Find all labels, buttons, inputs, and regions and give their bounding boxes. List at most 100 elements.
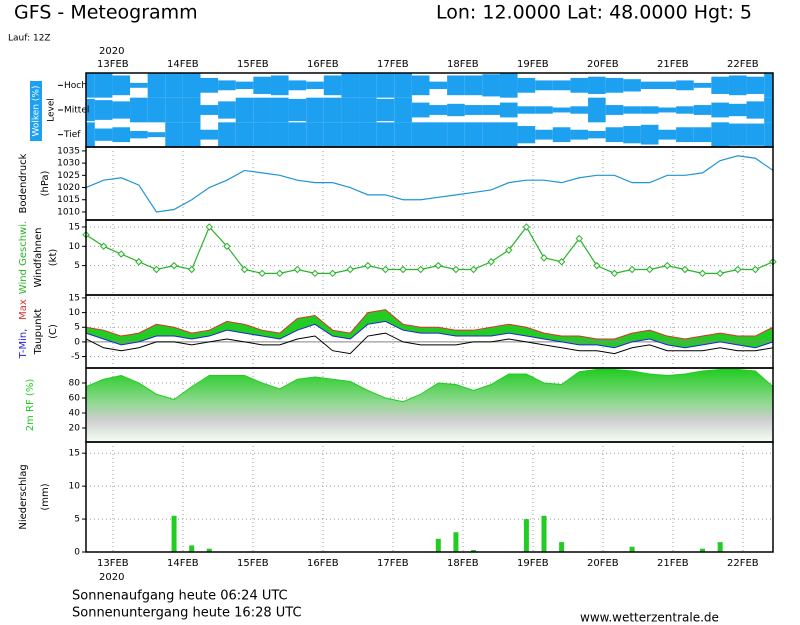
cloud-cell xyxy=(165,73,183,98)
location: Lon: 12.0000 Lat: 48.0000 Hgt: 5 xyxy=(436,2,752,24)
cloud-cell xyxy=(693,82,712,88)
cloud-cell xyxy=(218,122,236,147)
cloud-cell xyxy=(376,73,395,98)
marker xyxy=(593,261,601,270)
marker xyxy=(663,261,672,270)
marker xyxy=(258,269,266,278)
panel xyxy=(85,368,774,443)
date-label-bottom: 20FEB xyxy=(587,558,619,569)
bar xyxy=(435,538,441,552)
cloud-cell xyxy=(658,129,677,140)
y-tick-label: 0 xyxy=(74,337,80,347)
date-label-top: 17FEB xyxy=(377,59,409,70)
bar xyxy=(453,532,459,552)
cloud-cell xyxy=(86,122,95,147)
level-axis-label: Level xyxy=(47,98,57,122)
cloud-cell xyxy=(552,80,571,91)
y-tick-label: 1010 xyxy=(57,207,80,217)
date-label-top: 20FEB xyxy=(587,59,619,70)
cloud-cell xyxy=(323,97,342,123)
cloud-cell xyxy=(112,75,131,96)
marker xyxy=(540,254,548,262)
cloud-cell xyxy=(658,107,677,113)
bar xyxy=(523,519,529,552)
line xyxy=(85,225,774,274)
cloud-cell xyxy=(288,122,307,147)
panel xyxy=(82,220,777,295)
marker xyxy=(240,265,249,274)
marker xyxy=(610,269,619,278)
cloud-cell xyxy=(676,80,694,91)
cloud-cell xyxy=(535,106,553,114)
cloud-cell xyxy=(411,75,430,96)
cloud-cell xyxy=(658,81,677,90)
date-label-top: 14FEB xyxy=(167,59,199,70)
cloud-cell xyxy=(552,127,571,143)
cloud-cell xyxy=(86,73,95,98)
cloud-cell xyxy=(394,73,412,98)
marker xyxy=(716,269,724,278)
cloud-cell xyxy=(447,75,465,96)
marker xyxy=(575,234,583,243)
cloud-cell xyxy=(341,122,360,147)
cloud-cell xyxy=(200,129,219,140)
cloud-cell xyxy=(429,81,448,90)
bar xyxy=(629,546,635,552)
y-tick-label: 60 xyxy=(69,393,81,403)
cloud-cell xyxy=(376,122,395,147)
line xyxy=(85,155,774,213)
marker xyxy=(557,258,566,266)
y-tick-label: -5 xyxy=(71,352,80,362)
bar xyxy=(717,542,723,552)
cloud-cell xyxy=(411,122,430,147)
temp-line xyxy=(85,309,774,340)
date-label-top: 13FEB xyxy=(97,59,129,70)
y-tick-label: 5 xyxy=(74,515,80,525)
cloud-cell xyxy=(746,101,765,119)
marker xyxy=(152,265,161,274)
area xyxy=(85,368,774,443)
marker xyxy=(99,242,108,250)
marker xyxy=(698,269,707,278)
marker xyxy=(170,261,178,270)
cloud-cell xyxy=(112,101,131,119)
unit-label: (kt) xyxy=(48,249,59,267)
bar xyxy=(206,548,212,552)
date-label-bottom: 13FEB xyxy=(97,558,129,569)
panel xyxy=(86,442,773,553)
cloud-label: Wolken (%) xyxy=(32,86,42,137)
y-tick-label: 15 xyxy=(69,293,80,303)
cloud-cell xyxy=(429,122,448,147)
bar xyxy=(541,515,547,552)
cloud-cell xyxy=(464,75,483,96)
year-bottom: 2020 xyxy=(99,572,124,583)
date-label-top: 19FEB xyxy=(517,59,549,70)
marker xyxy=(205,223,214,231)
date-label-top: 21FEB xyxy=(657,59,689,70)
cloud-cell xyxy=(605,77,624,93)
unit-label: (C) xyxy=(48,324,59,339)
cloud-cell xyxy=(464,122,483,147)
cloud-cell xyxy=(570,129,589,140)
cloud-label-box xyxy=(30,81,42,141)
cloud-cell xyxy=(676,106,694,114)
temp-band xyxy=(86,309,773,348)
sunrise: Sonnenaufgang heute 06:24 UTC xyxy=(72,589,288,604)
temp-label: T-Min, xyxy=(18,329,29,360)
cloud-cell xyxy=(218,101,236,119)
cloud-cell xyxy=(517,106,536,114)
panel-frame xyxy=(85,219,774,296)
marker xyxy=(522,223,531,231)
cloud-cell xyxy=(640,106,659,114)
cloud-cell xyxy=(376,98,395,122)
cloud-cell xyxy=(253,97,271,123)
sunset: Sonnenuntergang heute 16:28 UTC xyxy=(72,606,302,621)
cloud-cell xyxy=(535,80,553,91)
cloud-cell xyxy=(94,100,113,120)
date-label-top: 18FEB xyxy=(447,59,479,70)
cloud-cell xyxy=(447,103,465,117)
cloud-cell xyxy=(623,126,641,144)
marker xyxy=(487,258,495,266)
cloud-cell xyxy=(270,122,289,147)
marker xyxy=(135,258,143,266)
